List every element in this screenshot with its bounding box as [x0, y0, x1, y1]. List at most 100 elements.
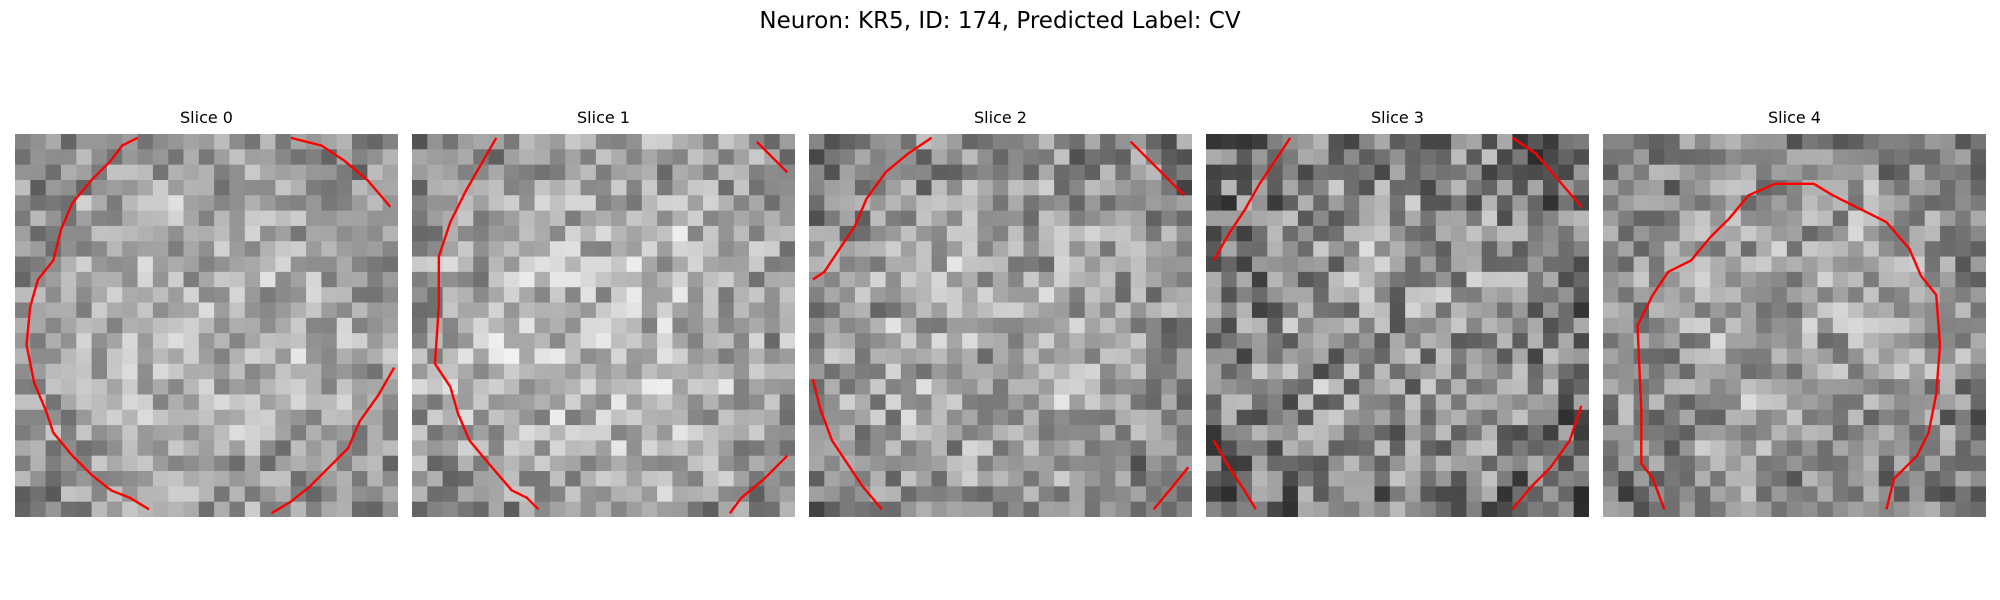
pixel — [367, 195, 384, 212]
pixel — [1054, 271, 1071, 288]
pixel — [946, 225, 963, 242]
pixel — [1084, 256, 1101, 273]
pixel — [1664, 486, 1681, 503]
pixel — [1359, 271, 1376, 288]
pixel — [290, 149, 307, 166]
pixel — [1786, 394, 1803, 411]
pixel — [367, 333, 384, 350]
pixel — [672, 440, 689, 457]
pixel — [626, 134, 643, 150]
pixel — [1832, 501, 1849, 517]
pixel — [1863, 455, 1880, 472]
pixel — [809, 225, 825, 242]
pixel — [1328, 271, 1345, 288]
pixel — [1664, 440, 1681, 457]
pixel — [1756, 440, 1773, 457]
pixel — [1909, 425, 1926, 441]
pixel — [931, 333, 948, 350]
pixel — [962, 333, 979, 350]
pixel — [1359, 425, 1376, 441]
pixel — [503, 363, 520, 380]
pixel — [183, 348, 200, 365]
pixel — [764, 348, 781, 365]
pixel — [1466, 440, 1483, 457]
pixel — [1558, 195, 1575, 212]
pixel — [321, 287, 338, 304]
pixel — [749, 394, 765, 411]
pixel — [839, 179, 856, 196]
pixel — [1221, 425, 1238, 441]
pixel — [1786, 363, 1803, 380]
pixel — [1328, 179, 1345, 196]
pixel — [1497, 271, 1513, 288]
pixel — [473, 363, 490, 380]
pixel — [1435, 195, 1452, 212]
pixel — [626, 379, 643, 396]
pixel — [854, 333, 871, 350]
pixel — [992, 394, 1009, 411]
pixel — [1069, 425, 1086, 441]
pixel — [1100, 379, 1116, 396]
pixel — [336, 225, 353, 242]
pixel — [839, 210, 856, 227]
pixel — [611, 302, 628, 319]
pixel — [1633, 225, 1650, 242]
pixel — [1497, 287, 1513, 304]
pixel — [900, 241, 917, 258]
pixel — [427, 317, 444, 334]
pixel — [1069, 195, 1086, 212]
pixel — [1771, 287, 1788, 304]
pixel — [1176, 164, 1192, 181]
pixel — [611, 134, 628, 150]
pixel — [367, 348, 384, 365]
pixel — [626, 409, 643, 426]
pixel — [91, 134, 108, 150]
pixel — [1267, 241, 1284, 258]
pixel — [1023, 394, 1040, 411]
pixel — [1405, 394, 1422, 411]
pixel — [595, 501, 612, 517]
pixel — [1940, 256, 1956, 273]
pixel — [1878, 134, 1895, 150]
pixel — [1481, 179, 1498, 196]
pixel — [946, 440, 963, 457]
pixel — [106, 241, 123, 258]
pixel — [1282, 379, 1299, 396]
pixel — [1970, 455, 1986, 472]
pixel — [854, 241, 871, 258]
pixel — [1115, 486, 1132, 503]
pixel — [824, 149, 841, 166]
pixel — [1038, 486, 1055, 503]
pixel — [352, 317, 368, 334]
pixel — [687, 241, 704, 258]
pixel — [885, 471, 902, 487]
pixel — [229, 317, 246, 334]
pixel — [1603, 225, 1619, 242]
pixel — [1955, 455, 1972, 472]
pixel — [1786, 409, 1803, 426]
pixel — [1802, 501, 1819, 517]
pixel — [1878, 409, 1895, 426]
pixel — [549, 440, 566, 457]
pixel — [1543, 271, 1559, 288]
pixel — [733, 333, 750, 350]
pixel — [916, 287, 933, 304]
pixel — [1802, 348, 1819, 365]
pixel — [703, 394, 719, 411]
pixel — [1603, 425, 1619, 441]
pixel — [657, 379, 674, 396]
pixel — [1451, 287, 1468, 304]
pixel — [1405, 302, 1422, 319]
pixel — [1786, 271, 1803, 288]
pixel — [457, 287, 474, 304]
pixel — [733, 225, 750, 242]
slice-panel-0: Slice 0 — [15, 108, 398, 517]
pixel — [229, 256, 246, 273]
pixel — [931, 164, 948, 181]
pixel — [1328, 149, 1345, 166]
pixel — [1878, 471, 1895, 487]
pixel — [672, 271, 689, 288]
pixel — [1955, 394, 1972, 411]
pixel — [565, 287, 582, 304]
pixel — [1863, 164, 1880, 181]
